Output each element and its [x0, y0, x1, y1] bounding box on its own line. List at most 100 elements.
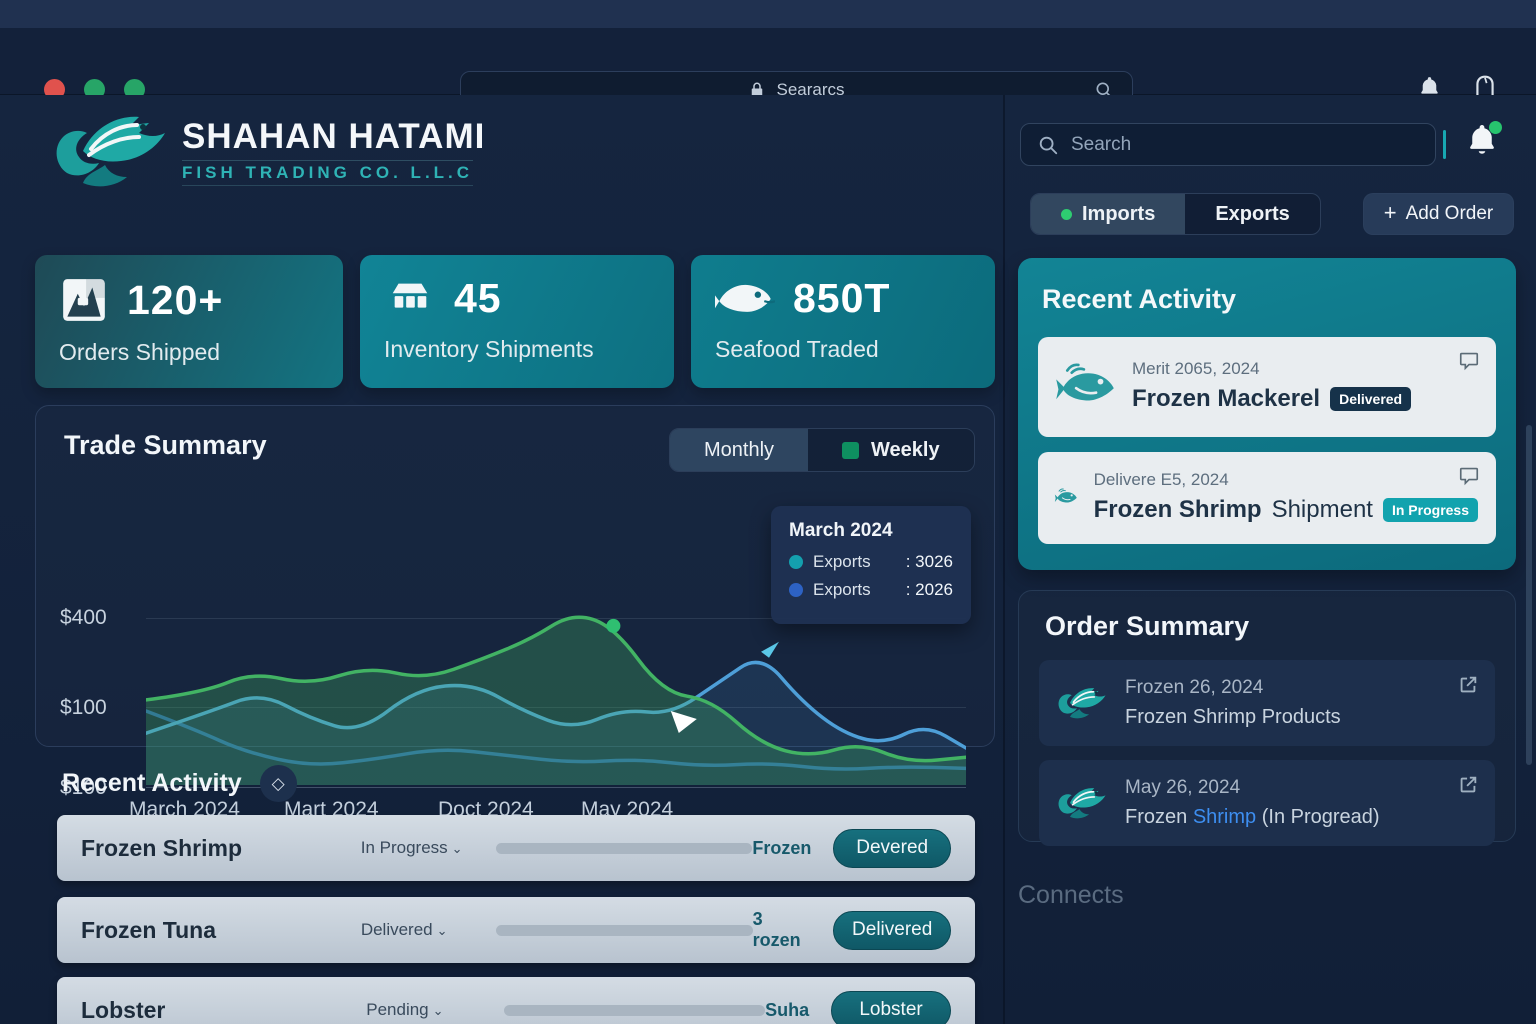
fish-icon: [1054, 472, 1078, 522]
order-action-button[interactable]: Delivered: [833, 911, 951, 950]
panel-title: Recent Activity: [1042, 284, 1496, 315]
plus-icon: +: [1384, 200, 1397, 226]
stat-value: 120+: [127, 277, 223, 324]
series-dot-icon: [789, 555, 803, 569]
progress-track: [504, 1005, 765, 1016]
order-title: Frozen Shrimp Products: [1125, 706, 1341, 729]
chevron-down-icon: ⌄: [433, 1003, 444, 1018]
text-cursor: [1443, 130, 1446, 159]
tooltip-value: : 3026: [906, 552, 953, 572]
order-note: 3 rozen: [753, 909, 812, 951]
order-name: Lobster: [81, 997, 366, 1024]
scrollbar[interactable]: [1526, 425, 1532, 765]
fish-icon: [715, 277, 775, 321]
chart-square-icon: [59, 275, 109, 325]
connects-label: Connects: [1018, 881, 1124, 910]
stat-cards: 120+ Orders Shipped 45 Inventory Shipmen…: [35, 255, 995, 388]
browser-toolbar: Seararcs: [0, 28, 1536, 95]
dashboard-page: Seararcs SHAHAN HATAMI FISH TRADING CO. …: [0, 0, 1536, 1024]
order-row-lobster[interactable]: Lobster Pending⌄ Suha Lobster: [57, 977, 975, 1024]
fish-icon: [1054, 361, 1116, 411]
dot-marker-icon: [606, 619, 620, 633]
window-top-strip: [0, 0, 1536, 28]
order-action-button[interactable]: Lobster: [831, 991, 951, 1024]
weekly-label: Weekly: [871, 439, 940, 462]
fish-logo-icon: [52, 103, 174, 199]
order-summary-panel: Order Summary Frozen 26, 2024 Frozen Shr…: [1018, 590, 1516, 842]
tab-exports[interactable]: Exports: [1185, 194, 1319, 234]
fish-logo-icon: [1057, 682, 1109, 724]
trade-summary-panel: Trade Summary Monthly Weekly $400 $100 $…: [35, 405, 995, 747]
status-dropdown[interactable]: Delivered⌄: [361, 920, 468, 940]
stat-card-inventory-shipments[interactable]: 45 Inventory Shipments: [360, 255, 674, 388]
status-dropdown[interactable]: In Progress⌄: [361, 838, 468, 858]
status-badge: Delivered: [1330, 387, 1411, 411]
chevron-down-icon: ⌄: [437, 923, 448, 938]
stat-value: 850T: [793, 275, 890, 322]
period-toggle: Monthly Weekly: [669, 428, 975, 472]
order-title: Frozen Shrimp (In Progread): [1125, 806, 1380, 829]
activity-title-rest: Shipment: [1272, 496, 1373, 524]
order-name: Frozen Tuna: [81, 917, 361, 944]
add-order-button[interactable]: + Add Order: [1363, 193, 1514, 235]
order-summary-card[interactable]: Frozen 26, 2024 Frozen Shrimp Products: [1039, 660, 1495, 746]
stat-card-seafood-traded[interactable]: 850T Seafood Traded: [691, 255, 995, 388]
search-input[interactable]: [1071, 134, 1391, 156]
trade-summary-title: Trade Summary: [64, 430, 267, 461]
order-date: May 26, 2024: [1125, 777, 1380, 799]
tooltip-title: March 2024: [789, 520, 953, 542]
order-note: Frozen: [752, 838, 811, 859]
tab-imports-label: Imports: [1082, 203, 1155, 226]
app-search-field[interactable]: [1020, 123, 1436, 166]
order-row-frozen-tuna[interactable]: Frozen Tuna Delivered⌄ 3 rozen Delivered: [57, 897, 975, 963]
trade-chart[interactable]: [146, 604, 966, 791]
progress-track: [496, 843, 752, 854]
status-dropdown[interactable]: Pending⌄: [366, 1000, 475, 1020]
toggle-weekly[interactable]: Weekly: [808, 429, 974, 471]
imports-status-dot: [1061, 209, 1072, 220]
activity-title: Frozen Shrimp: [1094, 496, 1262, 524]
tooltip-value: : 2026: [906, 580, 953, 600]
y-axis-tick: $400: [60, 606, 136, 630]
diamond-icon[interactable]: ◇: [260, 765, 297, 802]
tooltip-row: Exports : 2026: [789, 580, 953, 600]
progress-track: [496, 925, 752, 936]
recent-activity-panel: Recent Activity Merit 2065, 2024 Frozen …: [1018, 258, 1516, 570]
stat-label: Seafood Traded: [715, 336, 971, 363]
stat-card-orders-shipped[interactable]: 120+ Orders Shipped: [35, 255, 343, 388]
comment-icon[interactable]: [1458, 349, 1480, 371]
order-action-button[interactable]: Devered: [833, 829, 951, 868]
activity-date: Merit 2065, 2024: [1132, 359, 1411, 379]
activity-date: Delivere E5, 2024: [1094, 470, 1478, 490]
column-divider: [1003, 95, 1005, 1024]
order-row-frozen-shrimp[interactable]: Frozen Shrimp In Progress⌄ Frozen Devere…: [57, 815, 975, 881]
brand-subtitle: FISH TRADING CO. L.L.C: [182, 160, 473, 186]
stat-label: Inventory Shipments: [384, 336, 650, 363]
recent-activity-title: Recent Activity: [62, 769, 242, 798]
warehouse-icon: [384, 276, 436, 322]
monthly-label: Monthly: [704, 439, 774, 462]
activity-card-mackerel[interactable]: Merit 2065, 2024 Frozen Mackerel Deliver…: [1038, 337, 1496, 437]
comment-icon[interactable]: [1458, 464, 1480, 486]
add-order-label: Add Order: [1406, 203, 1494, 225]
brand-logo: SHAHAN HATAMI FISH TRADING CO. L.L.C: [52, 103, 485, 199]
tooltip-row: Exports : 3026: [789, 552, 953, 572]
chevron-down-icon: ⌄: [452, 841, 463, 856]
stat-value: 45: [454, 275, 502, 322]
stat-label: Orders Shipped: [59, 339, 319, 366]
toggle-monthly[interactable]: Monthly: [670, 429, 808, 471]
external-link-icon[interactable]: [1457, 774, 1479, 796]
notification-bell[interactable]: [1464, 121, 1504, 165]
external-link-icon[interactable]: [1457, 674, 1479, 696]
activity-card-shrimp[interactable]: Delivere E5, 2024 Frozen Shrimp Shipment…: [1038, 452, 1496, 544]
order-summary-card[interactable]: May 26, 2024 Frozen Shrimp (In Progread): [1039, 760, 1495, 846]
tooltip-label: Exports: [813, 580, 871, 600]
chart-tooltip: March 2024 Exports : 3026 Exports : 2026: [771, 506, 971, 624]
order-date: Frozen 26, 2024: [1125, 677, 1341, 699]
arrow-marker-icon: [761, 642, 779, 658]
brand-name: SHAHAN HATAMI: [182, 117, 485, 157]
tab-imports[interactable]: Imports: [1031, 194, 1185, 234]
panel-title: Order Summary: [1045, 611, 1495, 642]
search-icon: [1037, 134, 1059, 156]
tab-exports-label: Exports: [1215, 203, 1289, 226]
